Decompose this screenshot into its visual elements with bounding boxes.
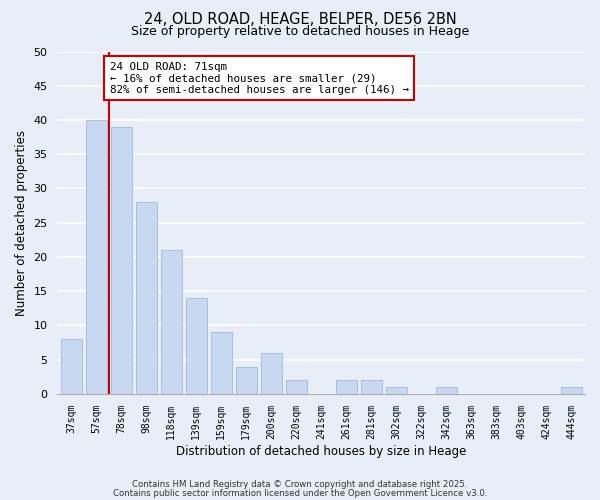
X-axis label: Distribution of detached houses by size in Heage: Distribution of detached houses by size … (176, 444, 466, 458)
Text: 24 OLD ROAD: 71sqm
← 16% of detached houses are smaller (29)
82% of semi-detache: 24 OLD ROAD: 71sqm ← 16% of detached hou… (110, 62, 409, 95)
Bar (86, 120, 107, 394)
Bar (61, 339, 82, 394)
Bar (286, 380, 307, 394)
Bar (161, 250, 182, 394)
Bar (185, 298, 207, 394)
Bar (211, 332, 232, 394)
Y-axis label: Number of detached properties: Number of detached properties (15, 130, 28, 316)
Bar (386, 387, 407, 394)
Text: Contains public sector information licensed under the Open Government Licence v3: Contains public sector information licen… (113, 488, 487, 498)
Bar (110, 127, 132, 394)
Text: 24, OLD ROAD, HEAGE, BELPER, DE56 2BN: 24, OLD ROAD, HEAGE, BELPER, DE56 2BN (143, 12, 457, 28)
Bar (361, 380, 382, 394)
Bar (560, 387, 582, 394)
Bar (335, 380, 357, 394)
Bar (236, 366, 257, 394)
Text: Contains HM Land Registry data © Crown copyright and database right 2025.: Contains HM Land Registry data © Crown c… (132, 480, 468, 489)
Bar (436, 387, 457, 394)
Text: Size of property relative to detached houses in Heage: Size of property relative to detached ho… (131, 25, 469, 38)
Bar (136, 202, 157, 394)
Bar (260, 353, 282, 394)
